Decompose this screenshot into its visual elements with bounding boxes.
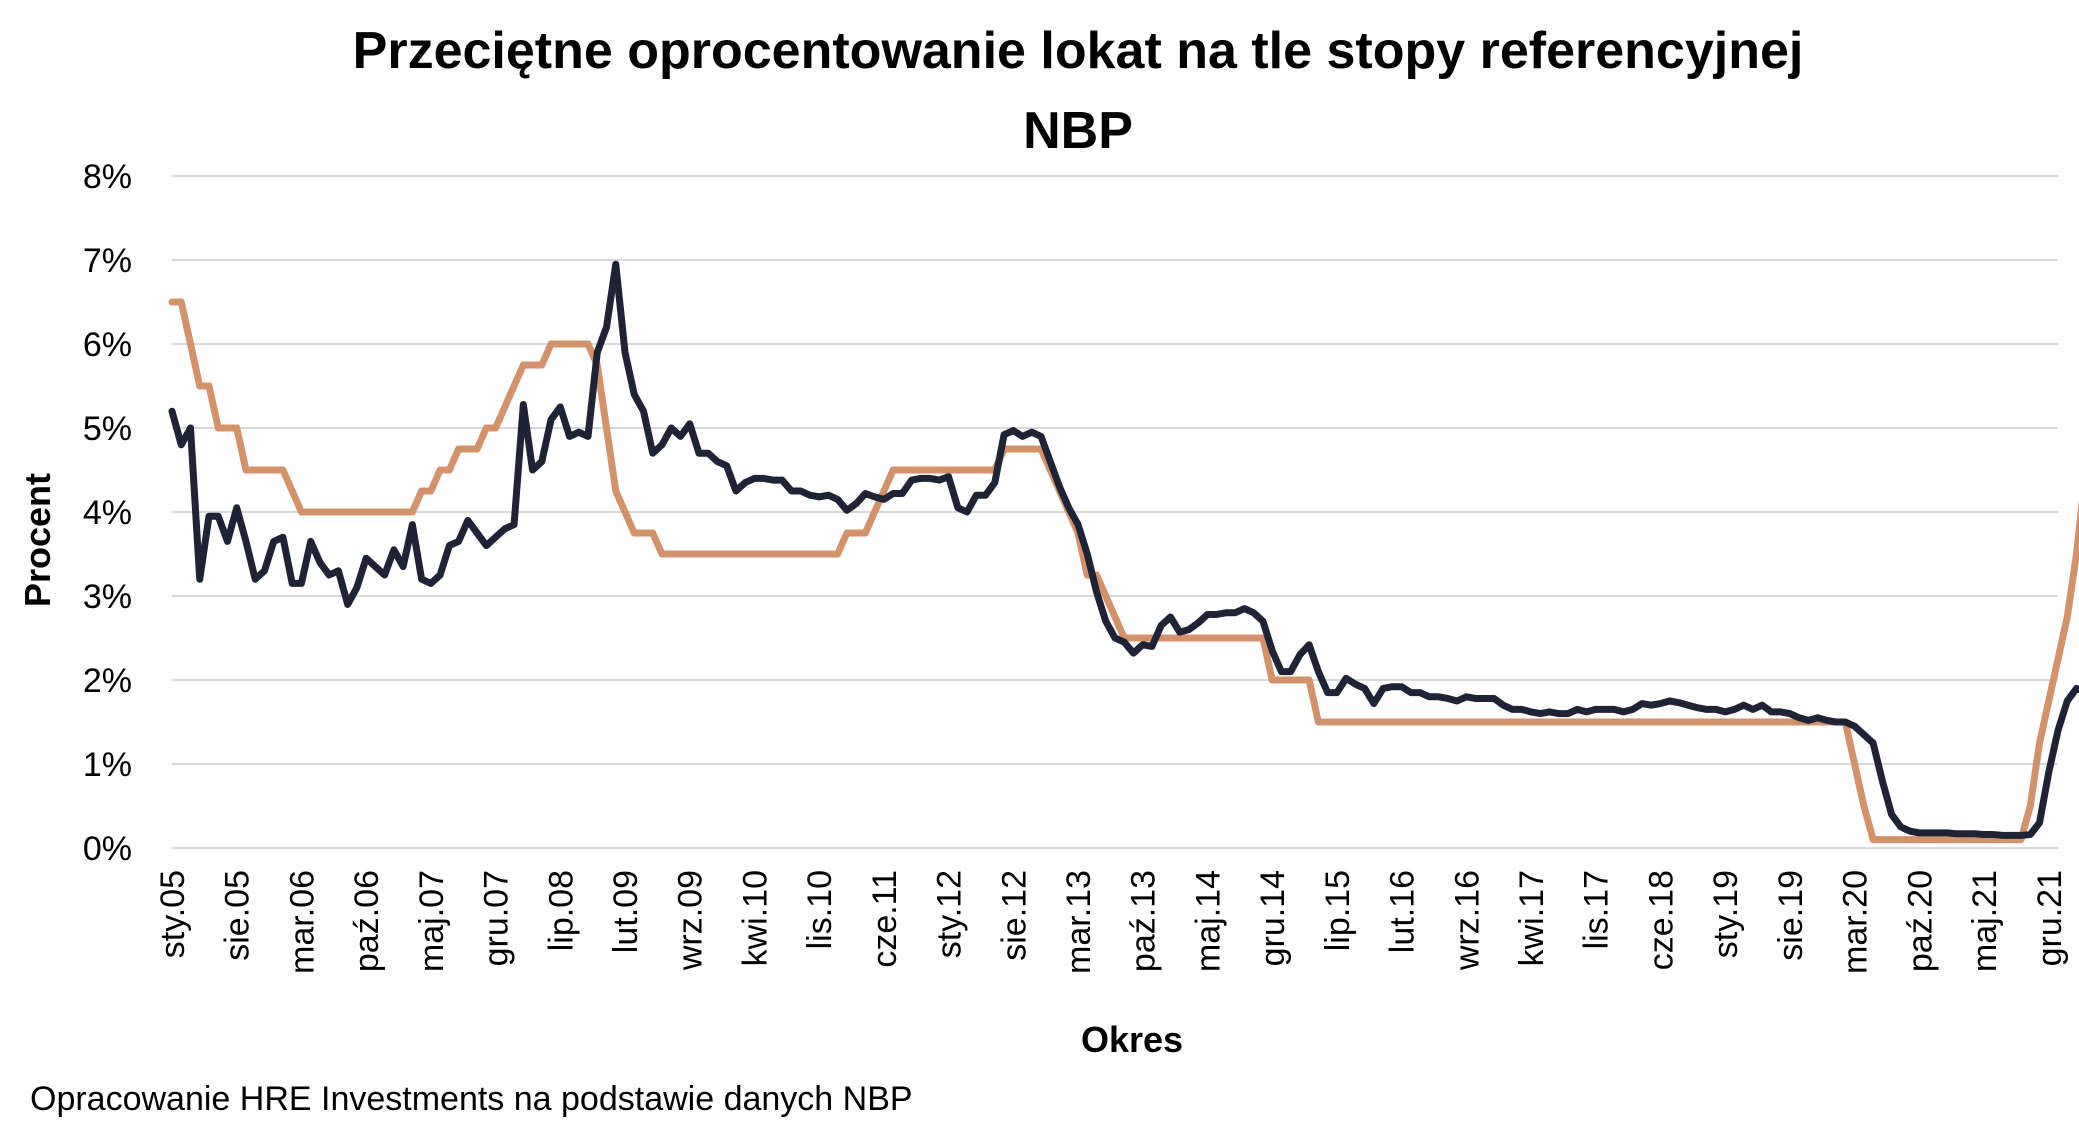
- x-tick-label: mar.13: [1060, 870, 1098, 974]
- x-tick-label: lip.08: [542, 870, 580, 951]
- x-tick-label: maj.14: [1189, 870, 1227, 972]
- x-tick-label: cze.11: [866, 870, 904, 968]
- x-tick-label: mar.20: [1837, 870, 1875, 974]
- series-line-reference-rate: [168, 298, 2079, 844]
- y-tick-label: 8%: [83, 158, 132, 196]
- x-tick-label: maj.07: [413, 870, 451, 972]
- x-tick-label: sie.05: [219, 870, 257, 961]
- series-lines: [168, 260, 2079, 844]
- x-tick-label: sie.12: [995, 870, 1033, 961]
- y-tick-label: 6%: [83, 326, 132, 364]
- chart-title-line-1: Przeciętne oprocentowanie lokat na tle s…: [353, 22, 1804, 80]
- x-tick-label: lut.16: [1384, 870, 1422, 953]
- x-tick-label: gru.14: [1254, 870, 1292, 966]
- x-tick-label: lip.15: [1319, 870, 1357, 951]
- y-axis-tick-labels: 0% 1% 2% 3% 4% 5% 6% 7% 8%: [83, 158, 132, 868]
- source-note: Opracowanie HRE Investments na podstawie…: [30, 1080, 913, 1118]
- x-tick-label: lis.17: [1578, 870, 1616, 949]
- y-tick-label: 7%: [83, 242, 132, 280]
- x-tick-label: lut.09: [607, 870, 645, 953]
- x-tick-label: mar.06: [283, 870, 321, 974]
- x-tick-label: paź.06: [348, 870, 386, 972]
- x-axis-tick-labels: sty.05 sie.05 mar.06 paź.06 maj.07 gru.07 lip.…: [154, 870, 2069, 974]
- x-tick-label: paź.13: [1125, 870, 1163, 972]
- x-tick-label: gru.21: [2031, 870, 2069, 966]
- x-tick-label: sie.19: [1772, 870, 1810, 961]
- y-tick-label: 5%: [83, 410, 132, 448]
- x-tick-label: sty.19: [1707, 870, 1745, 958]
- x-tick-label: maj.21: [1966, 870, 2004, 972]
- x-tick-label: kwi.10: [736, 870, 774, 966]
- x-tick-label: sty.12: [931, 870, 969, 958]
- gridlines: [172, 175, 2058, 849]
- y-tick-label: 4%: [83, 494, 132, 532]
- x-tick-label: wrz.16: [1448, 870, 1486, 971]
- series-line-deposit-rate: [168, 260, 2079, 839]
- y-axis-label: Procent: [17, 473, 58, 607]
- x-tick-label: wrz.09: [672, 870, 710, 971]
- x-tick-label: cze.18: [1642, 870, 1680, 970]
- x-tick-label: paź.20: [1901, 870, 1939, 972]
- y-tick-label: 1%: [83, 746, 132, 784]
- y-tick-label: 3%: [83, 578, 132, 616]
- y-tick-label: 0%: [83, 830, 132, 868]
- x-tick-label: gru.07: [478, 870, 516, 966]
- y-tick-label: 2%: [83, 662, 132, 700]
- chart-title-line-2: NBP: [1023, 102, 1133, 160]
- x-tick-label: sty.05: [154, 870, 192, 958]
- x-tick-label: kwi.17: [1513, 870, 1551, 966]
- chart-title: Przeciętne oprocentowanie lokat na tle s…: [353, 22, 1804, 160]
- x-tick-label: lis.10: [801, 870, 839, 949]
- x-axis-label: Okres: [1081, 1019, 1183, 1060]
